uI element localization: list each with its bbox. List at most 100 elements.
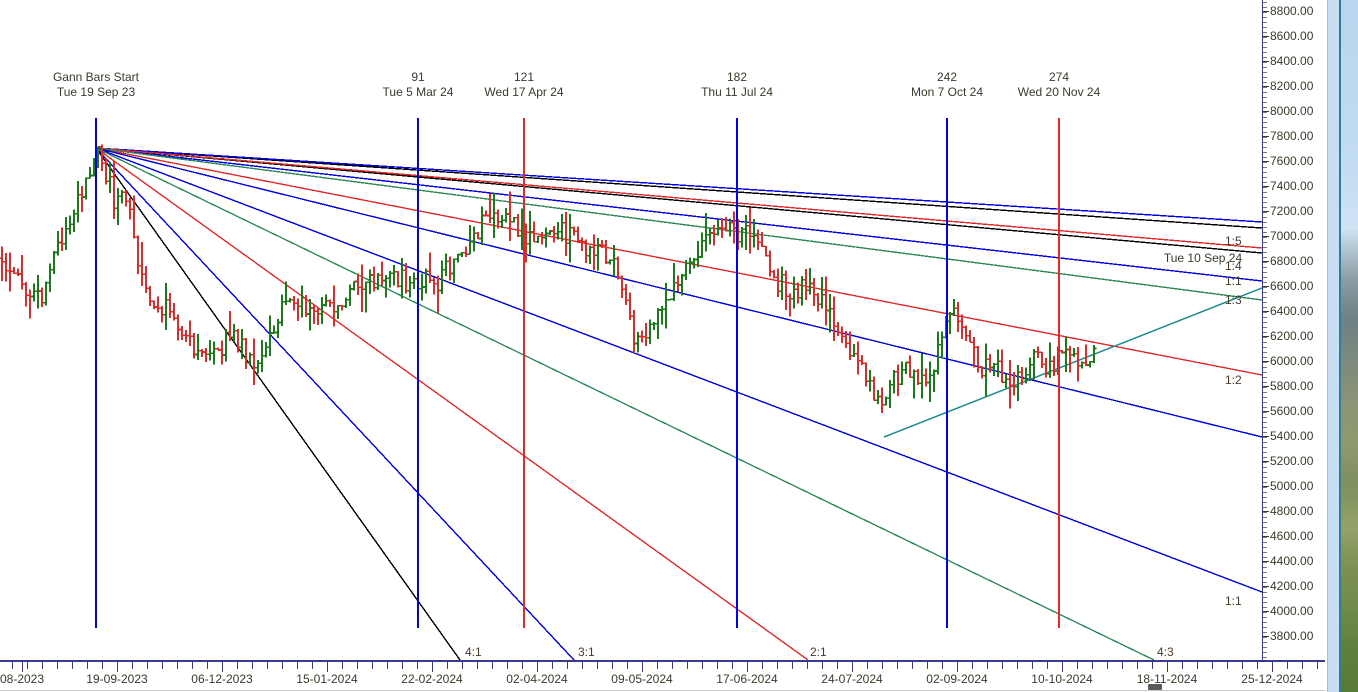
price-axis-minor-tick [1263, 617, 1267, 618]
time-axis-minor-tick [537, 662, 538, 669]
price-axis-minor-tick [1263, 332, 1267, 333]
price-axis-minor-tick [1263, 247, 1267, 248]
time-axis-minor-tick [852, 662, 853, 669]
price-axis-minor-tick [1263, 507, 1267, 508]
time-axis-minor-tick [1167, 662, 1168, 669]
price-axis-minor-tick [1263, 237, 1267, 238]
price-axis[interactable]: 8800.00 8600.00 8400.00 8200.00 8000.00 7800.… [1262, 0, 1327, 660]
price-axis-minor-tick [1263, 32, 1267, 33]
time-axis-minor-tick [837, 662, 838, 669]
gann-ray-2-1 [95, 147, 809, 660]
time-axis-minor-tick [462, 662, 463, 669]
price-axis-minor-tick [1263, 367, 1267, 368]
price-axis-minor-tick [1263, 542, 1267, 543]
price-axis-minor-tick [1263, 637, 1267, 638]
price-axis-minor-tick [1263, 612, 1267, 613]
time-axis-tick-label: 09-05-2024 [611, 672, 673, 686]
gann-ratio-label: 4:1 [465, 645, 482, 659]
price-axis-minor-tick [1263, 422, 1267, 423]
time-axis-major-tick [22, 662, 23, 672]
price-axis-minor-tick [1263, 657, 1267, 658]
gann-marker-count: 182 [726, 70, 748, 84]
price-axis-minor-tick [1263, 162, 1267, 163]
price-axis-minor-tick [1263, 17, 1267, 18]
time-axis-minor-tick [1032, 662, 1033, 669]
price-axis-minor-tick [1263, 377, 1267, 378]
price-axis-minor-tick [1263, 107, 1267, 108]
price-axis-minor-tick [1263, 582, 1267, 583]
gann-ray-4-3 [95, 147, 1155, 660]
gann-marker-label: 274 Wed 20 Nov 24 [1018, 70, 1101, 100]
price-axis-minor-tick [1263, 292, 1267, 293]
price-axis-tick-label: 8800.00 [1263, 5, 1313, 18]
price-axis-tick-label: 7800.00 [1263, 130, 1313, 143]
price-axis-minor-tick [1263, 587, 1267, 588]
time-axis-minor-tick [972, 662, 973, 669]
time-axis-minor-tick [1182, 662, 1183, 669]
gann-marker-date: Wed 17 Apr 24 [484, 85, 564, 99]
price-axis-minor-tick [1263, 602, 1267, 603]
gann-ray-1-1t [95, 147, 1262, 282]
time-axis-minor-tick [1137, 662, 1138, 669]
gann-marker-count: 242 [936, 70, 958, 84]
price-axis-minor-tick [1263, 97, 1267, 98]
time-axis-minor-tick [1317, 662, 1318, 669]
price-axis-minor-tick [1263, 457, 1267, 458]
price-axis-tick-label: 7400.00 [1263, 180, 1313, 193]
price-axis-minor-ticks [1263, 0, 1267, 660]
taskbar-item[interactable] [1148, 684, 1162, 690]
price-axis-minor-tick [1263, 417, 1267, 418]
time-axis-minor-tick [507, 662, 508, 669]
gann-ray-1-2b [95, 147, 1262, 376]
gann-ratio-label: 1:3 [1225, 293, 1242, 307]
price-axis-minor-tick [1263, 142, 1267, 143]
time-axis-minor-tick [567, 662, 568, 669]
price-axis-minor-tick [1263, 137, 1267, 138]
price-axis-tick-label: 3800.00 [1263, 630, 1313, 643]
price-axis-minor-tick [1263, 352, 1267, 353]
price-axis-minor-tick [1263, 297, 1267, 298]
price-axis-minor-tick [1263, 627, 1267, 628]
price-axis-minor-tick [1263, 202, 1267, 203]
time-axis-minor-tick [642, 662, 643, 669]
window-border-edge [1339, 0, 1341, 692]
price-axis-minor-tick [1263, 537, 1267, 538]
price-axis-minor-tick [1263, 492, 1267, 493]
time-axis-minor-tick [1002, 662, 1003, 669]
price-axis-minor-tick [1263, 92, 1267, 93]
time-axis-minor-tick [1077, 662, 1078, 669]
price-axis-tick-label: 7000.00 [1263, 230, 1313, 243]
time-axis-tick-label: 06-12-2023 [191, 672, 253, 686]
price-axis-minor-tick [1263, 42, 1267, 43]
price-axis-minor-tick [1263, 467, 1267, 468]
gann-marker-date: Thu 11 Jul 24 [701, 85, 773, 99]
price-axis-tick-label: 4000.00 [1263, 605, 1313, 618]
chart-plot-area[interactable] [0, 0, 1262, 660]
price-axis-minor-tick [1263, 577, 1267, 578]
price-axis-tick-label: 7200.00 [1263, 205, 1313, 218]
gann-marker-label: 91 Tue 5 Mar 24 [383, 70, 454, 100]
time-axis-minor-tick [1047, 662, 1048, 669]
time-axis-minor-tick [312, 662, 313, 669]
gann-ratio-label: 2:1 [810, 645, 827, 659]
time-axis-minor-tick [192, 662, 193, 669]
gann-ray-1-2a [95, 147, 1262, 249]
time-axis-minor-tick [1227, 662, 1228, 669]
time-axis-minor-tick [492, 662, 493, 669]
time-axis-minor-tick [387, 662, 388, 669]
time-axis-minor-tick [1242, 662, 1243, 669]
price-axis-tick-label: 5200.00 [1263, 455, 1313, 468]
ohlc-bar-series [0, 144, 1097, 413]
time-axis-minor-tick [942, 662, 943, 669]
time-axis-minor-tick [1287, 662, 1288, 669]
time-axis-minor-tick [1152, 662, 1153, 669]
time-axis-minor-tick [1302, 662, 1303, 669]
time-axis-minor-tick [402, 662, 403, 669]
price-axis-minor-tick [1263, 187, 1267, 188]
time-axis[interactable]: 08-2023 19-09-2023 06-12-2023 15-01-2024 22-… [0, 660, 1326, 692]
price-axis-minor-tick [1263, 277, 1267, 278]
time-axis-minor-tick [57, 662, 58, 669]
price-axis-minor-tick [1263, 532, 1267, 533]
price-axis-minor-tick [1263, 227, 1267, 228]
time-axis-minor-tick [1197, 662, 1198, 669]
